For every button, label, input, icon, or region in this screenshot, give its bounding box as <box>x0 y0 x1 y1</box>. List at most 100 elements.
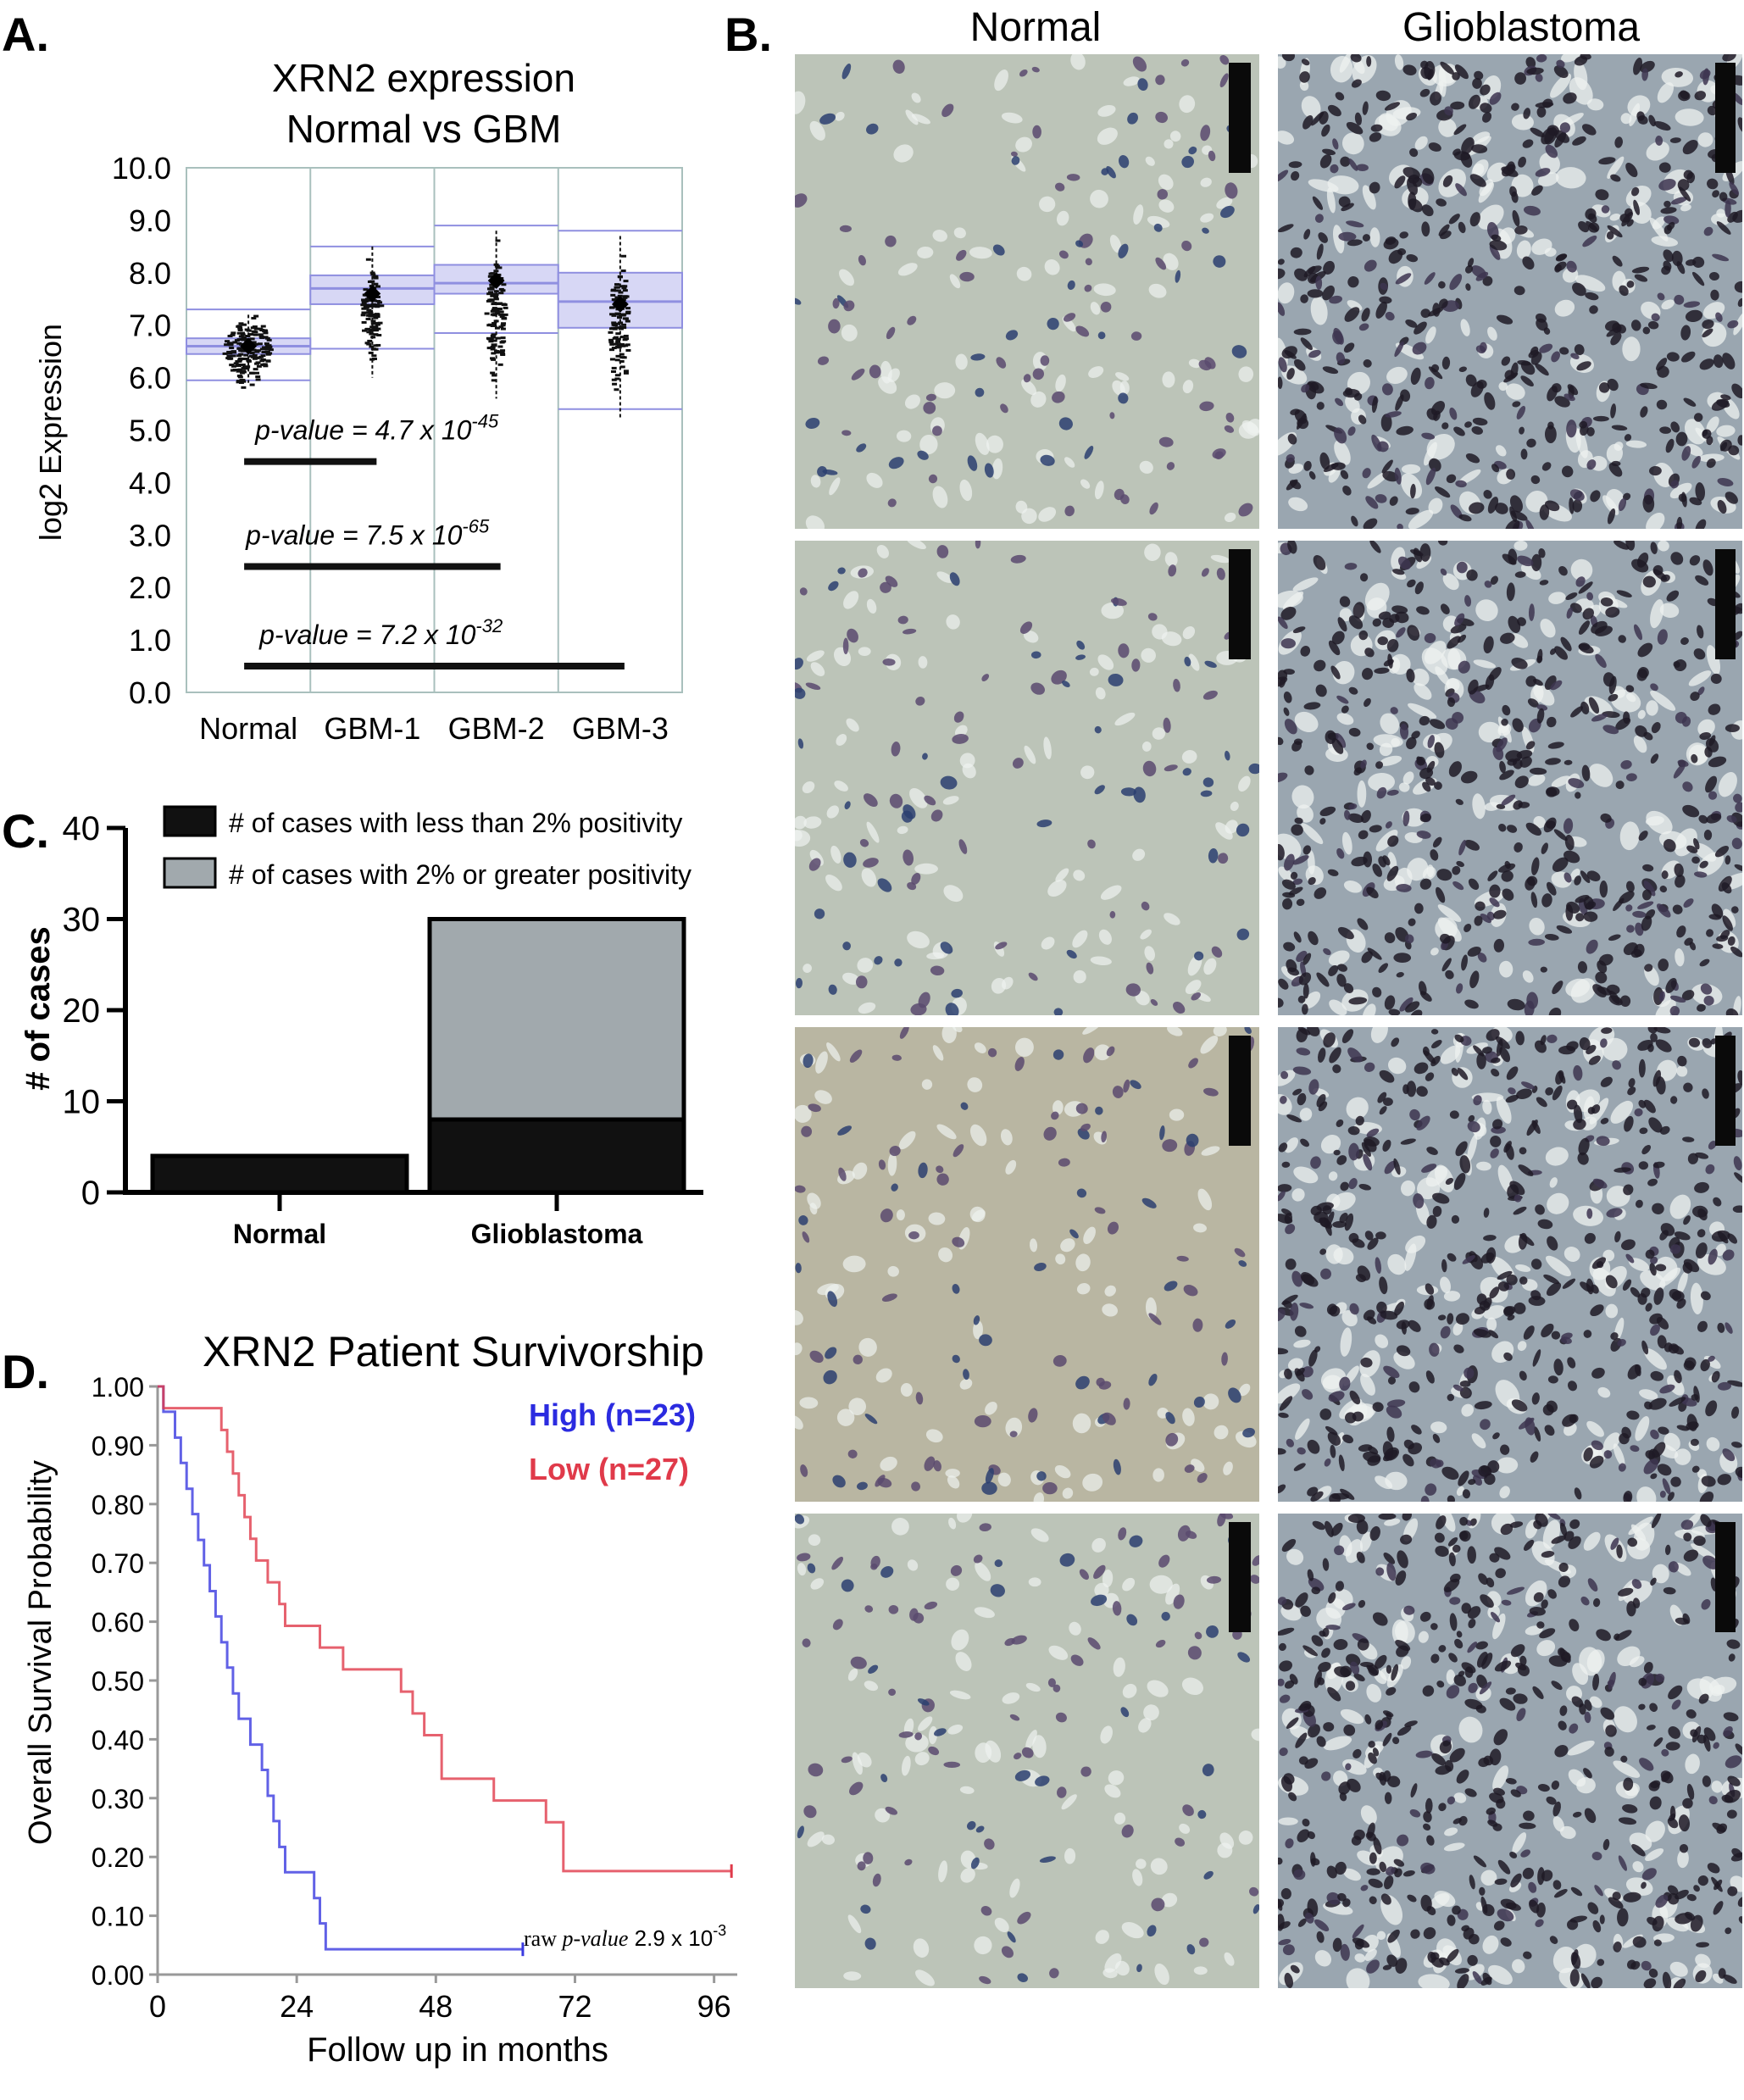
micrograph-vacuole <box>1193 1223 1207 1233</box>
micrograph-nucleus <box>1458 840 1467 856</box>
micrograph-nucleus <box>1278 772 1288 783</box>
micrograph-nucleus <box>1395 1640 1411 1652</box>
micrograph-nucleus <box>1366 1316 1377 1325</box>
micrograph-vacuole <box>938 1247 953 1263</box>
micrograph-nucleus <box>1600 813 1612 823</box>
micrograph-vacuole <box>1164 139 1174 149</box>
micrograph-nucleus <box>1344 809 1351 820</box>
micrograph-vacuole <box>1297 804 1314 823</box>
micrograph-nucleus <box>1284 719 1297 735</box>
micrograph-nucleus <box>1580 1973 1591 1988</box>
micrograph-nucleus <box>1596 1629 1611 1642</box>
micrograph-nucleus <box>1397 1550 1408 1569</box>
micrograph-nucleus <box>1586 426 1595 436</box>
micrograph-nucleus <box>1384 102 1401 111</box>
micrograph-nucleus <box>1280 638 1296 649</box>
micrograph-vacuole <box>994 69 1008 92</box>
micrograph-nucleus <box>1293 1463 1306 1471</box>
micrograph-nucleus <box>1067 280 1075 291</box>
micrograph-vacuole <box>1163 253 1179 270</box>
micrograph-nucleus <box>1311 1586 1321 1595</box>
micrograph-vacuole <box>1223 1461 1233 1475</box>
micrograph-nucleus <box>856 443 867 453</box>
micrograph-vacuole <box>1295 1418 1310 1440</box>
micrograph-vacuole <box>1540 619 1556 638</box>
micrograph-nucleus <box>1659 1125 1670 1135</box>
micrograph-vacuole <box>1214 1425 1229 1440</box>
panel-a-point <box>266 338 272 342</box>
micrograph-nucleus <box>967 455 978 471</box>
micrograph-nucleus <box>1549 1936 1558 1944</box>
micrograph-nucleus <box>1610 1537 1619 1550</box>
micrograph-nucleus <box>1180 58 1190 67</box>
panel-a-point <box>622 285 628 288</box>
micrograph-nucleus <box>1510 1644 1525 1658</box>
micrograph-nucleus <box>1466 569 1478 581</box>
micrograph-nucleus <box>1028 972 1038 981</box>
micrograph-nucleus <box>1708 791 1718 800</box>
micrograph-nucleus <box>1686 1414 1698 1431</box>
micrograph-vacuole <box>1029 1238 1038 1253</box>
micrograph-vacuole <box>1368 772 1396 792</box>
micrograph-vacuole <box>1299 1108 1313 1121</box>
micrograph-vacuole <box>1080 479 1091 489</box>
micrograph-nucleus <box>1513 1693 1528 1704</box>
bar-less-than-2 <box>427 1117 686 1195</box>
micrograph-nucleus <box>958 839 968 854</box>
micrograph-nucleus <box>1450 101 1465 110</box>
micrograph-vacuole <box>843 591 859 609</box>
panel-d-p-value-annotation: raw p-value 2.9 x 10-3 <box>524 1922 726 1951</box>
micrograph-nucleus <box>1399 723 1409 740</box>
micrograph-nucleus <box>1136 1964 1142 1973</box>
micrograph-nucleus <box>1464 1367 1475 1379</box>
micrograph-nucleus <box>1464 1666 1474 1678</box>
micrograph-nucleus <box>1617 1339 1626 1347</box>
panel-a-point <box>494 326 500 330</box>
micrograph-nucleus <box>1279 1660 1292 1672</box>
micrograph-nucleus <box>1492 1432 1500 1440</box>
micrograph-nucleus <box>1655 1076 1666 1095</box>
micrograph-nucleus <box>1278 1447 1286 1455</box>
micrograph-nucleus <box>1386 1562 1397 1581</box>
micrograph-nucleus <box>1351 515 1358 527</box>
micrograph-nucleus <box>1440 61 1454 75</box>
micrograph-nucleus <box>1342 1603 1356 1611</box>
micrograph-nucleus <box>1606 1208 1623 1218</box>
micrograph-nucleus <box>1464 264 1474 274</box>
micrograph-nucleus <box>1380 1310 1398 1320</box>
micrograph-nucleus <box>1220 205 1235 219</box>
micrograph-nucleus <box>1675 1617 1689 1625</box>
micrograph-nucleus <box>1431 1040 1442 1049</box>
micrograph-nucleus <box>1237 1652 1251 1663</box>
micrograph-nucleus <box>1451 1214 1460 1224</box>
micrograph-nucleus <box>1467 258 1475 268</box>
panel-a-point <box>617 275 623 278</box>
micrograph-vacuole <box>1625 440 1647 448</box>
micrograph-nucleus <box>1392 1736 1400 1745</box>
micrograph-nucleus <box>1278 997 1284 1008</box>
micrograph-nucleus <box>1577 961 1587 974</box>
micrograph-vacuole <box>1674 1448 1691 1465</box>
micrograph-nucleus <box>1717 1381 1732 1391</box>
micrograph-vacuole <box>1030 391 1047 408</box>
micrograph-nucleus <box>1674 863 1684 877</box>
micrograph-nucleus <box>1294 817 1303 825</box>
micrograph-nucleus <box>1375 1231 1386 1240</box>
micrograph-nucleus <box>1118 643 1130 658</box>
micrograph-vacuole <box>1362 1003 1376 1015</box>
panel-a-point <box>224 343 230 347</box>
micrograph-vacuole <box>1424 442 1437 466</box>
micrograph-nucleus <box>847 1449 858 1458</box>
micrograph-nucleus <box>1005 330 1019 341</box>
micrograph-nucleus <box>1547 1589 1557 1599</box>
micrograph-nucleus <box>928 474 938 484</box>
micrograph-nucleus <box>1634 274 1648 282</box>
micrograph-nucleus <box>1442 175 1453 187</box>
micrograph-nucleus <box>1616 1544 1623 1558</box>
micrograph-vacuole <box>1145 156 1155 166</box>
micrograph-vacuole <box>1610 1100 1634 1124</box>
micrograph-nucleus <box>1381 459 1393 474</box>
micrograph-nucleus <box>1641 1287 1651 1298</box>
micrograph-nucleus <box>1530 553 1542 572</box>
micrograph-nucleus <box>870 1555 880 1569</box>
